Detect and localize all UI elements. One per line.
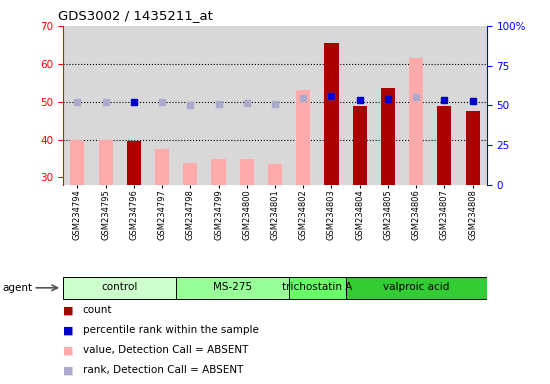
Bar — [381, 88, 395, 185]
Text: ■: ■ — [63, 325, 74, 335]
Bar — [289, 276, 345, 299]
Bar — [324, 43, 339, 185]
Bar — [465, 111, 480, 185]
Bar — [345, 276, 487, 299]
Text: value, Detection Call = ABSENT: value, Detection Call = ABSENT — [82, 345, 248, 355]
Text: rank, Detection Call = ABSENT: rank, Detection Call = ABSENT — [82, 365, 243, 375]
Text: MS-275: MS-275 — [213, 282, 252, 292]
Bar — [176, 276, 289, 299]
Bar — [126, 141, 141, 185]
Text: agent: agent — [3, 283, 33, 293]
Bar — [212, 159, 225, 185]
Bar — [296, 90, 310, 185]
Text: ■: ■ — [63, 305, 74, 315]
Text: ■: ■ — [63, 345, 74, 355]
Bar — [155, 149, 169, 185]
Bar — [353, 106, 367, 185]
Text: percentile rank within the sample: percentile rank within the sample — [82, 325, 258, 335]
Text: trichostatin A: trichostatin A — [282, 282, 353, 292]
Bar — [183, 163, 197, 185]
Text: control: control — [102, 282, 138, 292]
Bar — [268, 164, 282, 185]
Text: ■: ■ — [63, 365, 74, 375]
Bar — [409, 58, 424, 185]
Text: valproic acid: valproic acid — [383, 282, 449, 292]
Bar — [63, 276, 176, 299]
Text: GDS3002 / 1435211_at: GDS3002 / 1435211_at — [58, 9, 213, 22]
Text: count: count — [82, 305, 112, 315]
Bar — [240, 159, 254, 185]
Bar — [437, 106, 452, 185]
Bar — [98, 139, 113, 185]
Bar — [70, 139, 85, 185]
